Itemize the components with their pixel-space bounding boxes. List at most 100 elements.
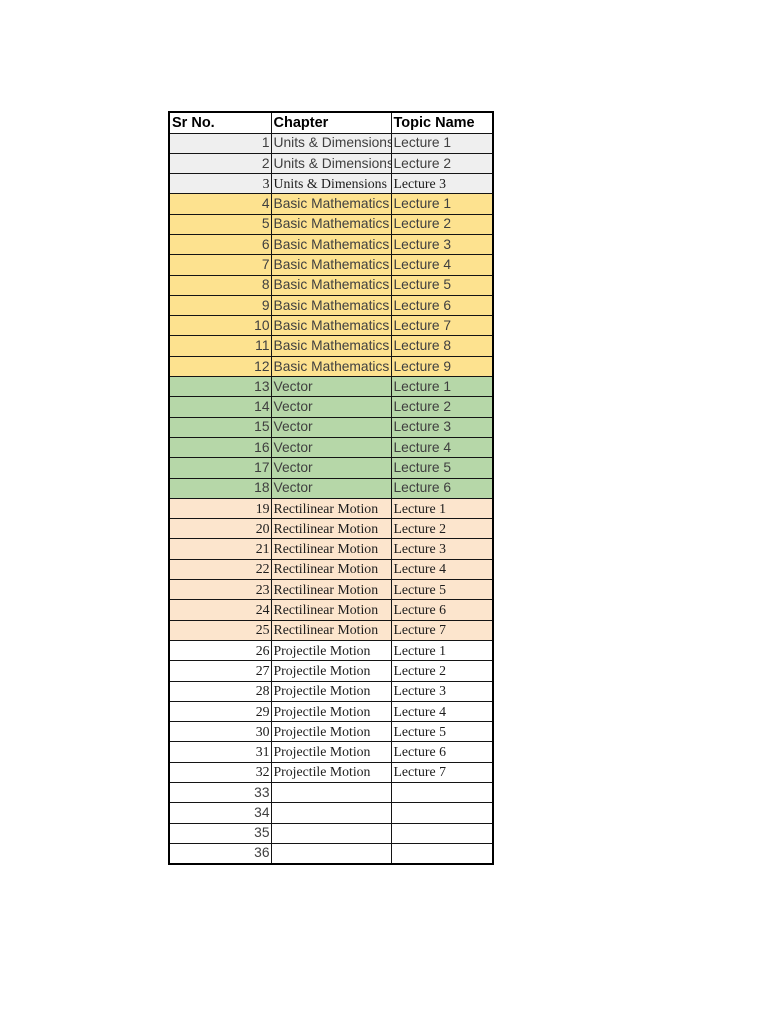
cell-chapter: Vector xyxy=(270,376,392,398)
table-row: 27 Projectile Motion Lecture 2 xyxy=(168,660,494,682)
cell-chapter xyxy=(270,842,392,865)
cell-sr-no: 19 xyxy=(168,497,272,520)
cell-topic: Lecture 5 xyxy=(390,457,494,479)
lecture-schedule-table: Sr No. Chapter Topic Name 1 Units & Dime… xyxy=(168,111,494,865)
cell-sr-no: 13 xyxy=(168,376,272,398)
cell-chapter: Projectile Motion xyxy=(270,660,392,682)
cell-sr-no: 26 xyxy=(168,639,272,662)
cell-chapter: Projectile Motion xyxy=(270,761,392,784)
cell-sr-no: 28 xyxy=(168,680,272,702)
table-row: 17 Vector Lecture 5 xyxy=(168,457,494,479)
cell-topic xyxy=(390,822,494,844)
cell-chapter: Rectilinear Motion xyxy=(270,538,392,560)
table-row: 29 Projectile Motion Lecture 4 xyxy=(168,700,494,723)
cell-sr-no: 14 xyxy=(168,396,272,418)
table-row: 32 Projectile Motion Lecture 7 xyxy=(168,761,494,784)
table-row: 23 Rectilinear Motion Lecture 5 xyxy=(168,579,494,601)
cell-sr-no: 5 xyxy=(168,213,272,235)
cell-chapter: Vector xyxy=(270,436,392,459)
cell-sr-no: 7 xyxy=(168,254,272,276)
cell-sr-no: 20 xyxy=(168,518,272,540)
cell-topic: Lecture 3 xyxy=(390,416,494,438)
cell-chapter: Basic Mathematics xyxy=(270,213,392,235)
header-chapter: Chapter xyxy=(270,111,392,134)
table-row: 31 Projectile Motion Lecture 6 xyxy=(168,741,494,763)
cell-topic: Lecture 3 xyxy=(390,680,494,702)
cell-sr-no: 30 xyxy=(168,721,272,743)
header-topic-name: Topic Name xyxy=(390,111,494,134)
table-row: 12 Basic Mathematics Lecture 9 xyxy=(168,355,494,378)
cell-chapter: Vector xyxy=(270,477,392,499)
cell-sr-no: 18 xyxy=(168,477,272,499)
cell-topic: Lecture 1 xyxy=(390,639,494,662)
table-row: 30 Projectile Motion Lecture 5 xyxy=(168,721,494,743)
cell-topic: Lecture 1 xyxy=(390,193,494,215)
cell-sr-no: 24 xyxy=(168,599,272,621)
cell-topic: Lecture 6 xyxy=(390,294,494,317)
cell-chapter: Basic Mathematics xyxy=(270,193,392,215)
header-row: Sr No. Chapter Topic Name xyxy=(168,111,494,134)
cell-sr-no: 31 xyxy=(168,741,272,763)
cell-sr-no: 11 xyxy=(168,335,272,357)
cell-topic: Lecture 6 xyxy=(390,599,494,621)
cell-chapter: Vector xyxy=(270,396,392,418)
table-row: 6 Basic Mathematics Lecture 3 xyxy=(168,233,494,256)
cell-chapter xyxy=(270,822,392,844)
cell-topic: Lecture 2 xyxy=(390,518,494,540)
cell-chapter: Vector xyxy=(270,416,392,438)
cell-topic: Lecture 3 xyxy=(390,233,494,256)
table-body: 1 Units & Dimensions Lecture 1 2 Units &… xyxy=(168,132,494,865)
cell-topic: Lecture 4 xyxy=(390,700,494,723)
table-row: 13 Vector Lecture 1 xyxy=(168,376,494,398)
cell-topic: Lecture 7 xyxy=(390,315,494,337)
cell-sr-no: 6 xyxy=(168,233,272,256)
table-row: 21 Rectilinear Motion Lecture 3 xyxy=(168,538,494,560)
cell-sr-no: 8 xyxy=(168,274,272,296)
cell-topic: Lecture 3 xyxy=(390,538,494,560)
cell-topic xyxy=(390,842,494,865)
table-row: 11 Basic Mathematics Lecture 8 xyxy=(168,335,494,357)
cell-sr-no: 36 xyxy=(168,842,272,865)
cell-sr-no: 34 xyxy=(168,802,272,824)
table-row: 28 Projectile Motion Lecture 3 xyxy=(168,680,494,702)
cell-sr-no: 15 xyxy=(168,416,272,438)
cell-topic: Lecture 2 xyxy=(390,213,494,235)
cell-chapter: Basic Mathematics xyxy=(270,294,392,317)
cell-sr-no: 27 xyxy=(168,660,272,682)
table-row: 9 Basic Mathematics Lecture 6 xyxy=(168,294,494,317)
cell-sr-no: 35 xyxy=(168,822,272,844)
table-row: 2 Units & Dimensions Lecture 2 xyxy=(168,152,494,175)
cell-chapter: Basic Mathematics xyxy=(270,254,392,276)
header-sr-no: Sr No. xyxy=(168,111,272,134)
cell-topic: Lecture 2 xyxy=(390,152,494,175)
cell-topic: Lecture 1 xyxy=(390,497,494,520)
table-row: 34 xyxy=(168,802,494,824)
cell-sr-no: 10 xyxy=(168,315,272,337)
cell-sr-no: 2 xyxy=(168,152,272,175)
cell-chapter: Rectilinear Motion xyxy=(270,518,392,540)
table-row: 22 Rectilinear Motion Lecture 4 xyxy=(168,558,494,581)
cell-topic: Lecture 6 xyxy=(390,477,494,499)
cell-sr-no: 16 xyxy=(168,436,272,459)
table-row: 5 Basic Mathematics Lecture 2 xyxy=(168,213,494,235)
cell-chapter: Units & Dimensions xyxy=(270,152,392,175)
cell-chapter: Basic Mathematics xyxy=(270,335,392,357)
cell-sr-no: 25 xyxy=(168,619,272,641)
cell-topic xyxy=(390,802,494,824)
cell-chapter: Basic Mathematics xyxy=(270,355,392,378)
cell-sr-no: 23 xyxy=(168,579,272,601)
table-row: 19 Rectilinear Motion Lecture 1 xyxy=(168,497,494,520)
cell-sr-no: 12 xyxy=(168,355,272,378)
cell-sr-no: 32 xyxy=(168,761,272,784)
table-row: 3 Units & Dimensions Lecture 3 xyxy=(168,173,494,195)
cell-topic: Lecture 5 xyxy=(390,274,494,296)
cell-chapter xyxy=(270,781,392,804)
cell-chapter: Projectile Motion xyxy=(270,639,392,662)
table-row: 25 Rectilinear Motion Lecture 7 xyxy=(168,619,494,641)
cell-chapter: Rectilinear Motion xyxy=(270,579,392,601)
cell-topic: Lecture 6 xyxy=(390,741,494,763)
cell-chapter: Basic Mathematics xyxy=(270,233,392,256)
table-row: 4 Basic Mathematics Lecture 1 xyxy=(168,193,494,215)
table-row: 36 xyxy=(168,842,494,865)
table-row: 18 Vector Lecture 6 xyxy=(168,477,494,499)
